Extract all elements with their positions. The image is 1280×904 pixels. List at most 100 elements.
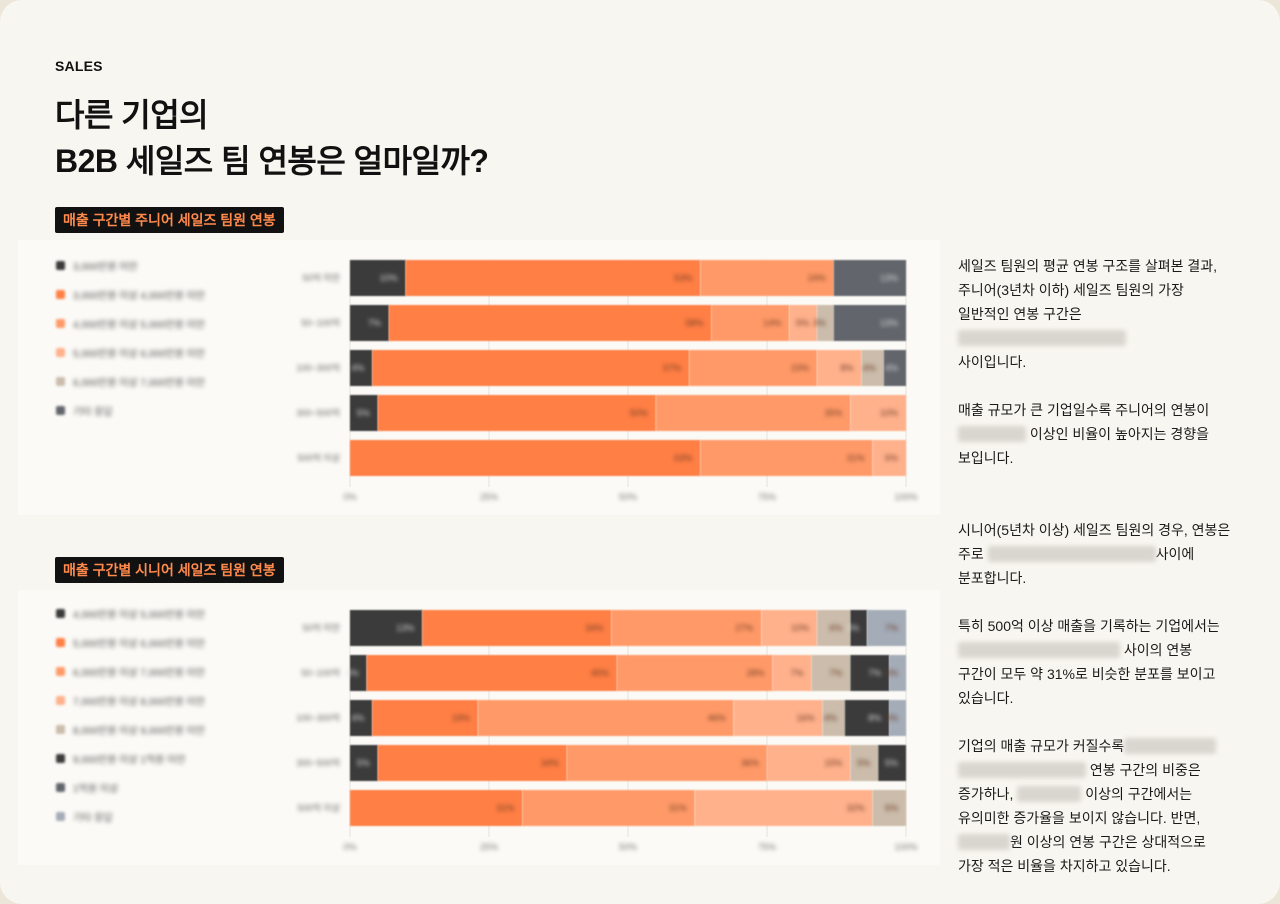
redacted-value xyxy=(987,546,1156,562)
legend-swatch xyxy=(56,261,65,270)
legend-label: 3,000만원 이상 4,000만원 미만 xyxy=(73,291,205,302)
data-label: 5% xyxy=(885,758,898,768)
senior-salary-chart: 0% 25% 50% 75% 100% 50억 미만 13% 34% 27% 10% 6% 3% 7% 5… xyxy=(296,610,918,852)
bar-segment xyxy=(772,655,812,691)
bar-segment xyxy=(689,350,818,386)
data-label: 34% xyxy=(541,758,559,768)
data-label: 53% xyxy=(674,273,692,283)
bar-segment xyxy=(878,745,906,781)
data-label: 6% xyxy=(885,803,898,813)
data-label: 8% xyxy=(841,363,854,373)
redacted-value xyxy=(1017,786,1082,802)
category-label: 100~300억 xyxy=(296,362,340,373)
data-label: 5% xyxy=(357,408,370,418)
x-tick-label: 75% xyxy=(758,492,776,502)
bar-segment xyxy=(889,655,906,691)
senior-chart-title: 매출 구간별 시니어 세일즈 팀원 연봉 xyxy=(55,557,284,583)
x-tick-label: 75% xyxy=(758,842,776,852)
bar-segment xyxy=(700,260,834,296)
bar-segment xyxy=(872,440,906,476)
data-label: 16% xyxy=(797,713,815,723)
bar-segment xyxy=(377,745,567,781)
legend-label: 4,000만원 이상 5,000만원 미만 xyxy=(73,610,205,621)
bar-segment xyxy=(655,395,851,431)
data-label: 28% xyxy=(747,668,765,678)
text-fragment: 연봉 구간의 비중은 증가하나, xyxy=(958,762,1201,802)
junior-salary-chart: 0% 25% 50% 75% 100% 50억 미만 10% 53% 24% 13% 50~100억… xyxy=(296,260,918,502)
legend-swatch xyxy=(56,406,65,415)
legend-label: 8,000만원 이상 9,000만원 미만 xyxy=(73,726,205,737)
bar-segment xyxy=(616,655,773,691)
data-label: 24% xyxy=(808,273,826,283)
redacted-value xyxy=(958,834,1010,850)
bar-segment xyxy=(711,305,790,341)
junior-legend: 3,000만원 미만 3,000만원 이상 4,000만원 미만 4,000만원 이… xyxy=(56,251,205,425)
legend-label: 3,000만원 미만 xyxy=(73,262,138,273)
legend-swatch xyxy=(56,783,65,792)
data-label: 10% xyxy=(791,623,809,633)
page-title: 다른 기업의 B2B 세일즈 팀 연봉은 얼마일까? xyxy=(55,92,489,184)
bar-segment xyxy=(833,305,906,341)
redacted-value xyxy=(1124,738,1217,754)
text-fragment: 시니어(5년차 이상) 세일즈 팀원의 경우, 연봉은 주로 xyxy=(958,522,1231,562)
category-label: 500억 이상 xyxy=(298,452,340,463)
data-label: 4% xyxy=(351,363,364,373)
legend-label: 6,000만원 이상 7,000만원 미만 xyxy=(73,668,205,679)
legend-swatch xyxy=(56,609,65,618)
text-fragment: 원 이상의 연봉 구간은 상대적으로 가장 적은 비율을 차지하고 있습니다. xyxy=(958,834,1206,874)
bar-segment xyxy=(350,260,406,296)
text-fragment: 세일즈 팀원의 평균 연봉 구조를 살펴본 결과, 주니어(3년차 이하) 세일… xyxy=(958,258,1218,322)
data-label: 31% xyxy=(496,803,514,813)
legend-item: 8,000만원 이상 9,000만원 미만 xyxy=(56,715,205,744)
bar-segment xyxy=(611,610,762,646)
text-fragment: 사이의 연봉 구간이 모두 약 31%로 비슷한 분포를 보이고 있습니다. xyxy=(958,642,1216,706)
bar-segment xyxy=(372,350,690,386)
data-label: 4% xyxy=(824,713,837,723)
text-fragment: 사이입니다. xyxy=(958,354,1027,370)
data-label: 7% xyxy=(790,668,803,678)
data-label: 50% xyxy=(630,408,648,418)
data-label: 7% xyxy=(368,318,381,328)
junior-chart-title: 매출 구간별 주니어 세일즈 팀원 연봉 xyxy=(55,207,284,233)
legend-swatch xyxy=(56,725,65,734)
bar-segment xyxy=(850,610,868,646)
legend-item: 3,000만원 이상 4,000만원 미만 xyxy=(56,280,205,309)
bar-segment xyxy=(350,395,378,431)
data-label: 7% xyxy=(829,668,842,678)
data-label: 10% xyxy=(880,408,898,418)
bar-segment xyxy=(733,700,823,736)
data-label: 5% xyxy=(357,758,370,768)
redacted-value xyxy=(958,330,1126,346)
data-label: 63% xyxy=(674,453,692,463)
legend-item: 3,000만원 미만 xyxy=(56,251,205,280)
legend-item: 1억원 이상 xyxy=(56,773,205,802)
x-tick-label: 100% xyxy=(894,492,917,502)
bar-segment xyxy=(350,305,389,341)
text-fragment: 이상인 비율이 높아지는 경향을 보입니다. xyxy=(958,426,1209,466)
bar-segment xyxy=(850,745,879,781)
legend-item: 기타 응답 xyxy=(56,802,205,831)
data-label: 3% xyxy=(346,668,359,678)
data-label: 5% xyxy=(857,758,870,768)
redacted-value xyxy=(958,642,1120,658)
paragraph-senior-range: 시니어(5년차 이상) 세일즈 팀원의 경우, 연봉은 주로 사이에 분포합니다… xyxy=(958,518,1233,590)
text-fragment: 매출 규모가 큰 기업일수록 주니어의 연봉이 xyxy=(958,402,1210,418)
data-label: 27% xyxy=(735,623,753,633)
legend-swatch xyxy=(56,290,65,299)
data-label: 36% xyxy=(741,758,759,768)
bar-segment xyxy=(477,700,734,736)
x-tick-label: 0% xyxy=(343,842,356,852)
data-label: 5% xyxy=(796,318,809,328)
bar-segment xyxy=(867,610,906,646)
bar-segment xyxy=(422,610,612,646)
bar-segment xyxy=(761,610,818,646)
data-label: 31% xyxy=(669,803,687,813)
legend-swatch xyxy=(56,638,65,647)
legend-swatch xyxy=(56,667,65,676)
legend-label: 5,000만원 이상 6,000만원 미만 xyxy=(73,349,205,360)
paragraph-junior-range: 세일즈 팀원의 평균 연봉 구조를 살펴본 결과, 주니어(3년차 이하) 세일… xyxy=(958,254,1233,374)
bar-segment xyxy=(700,440,873,476)
x-tick-label: 100% xyxy=(894,842,917,852)
legend-label: 6,000만원 이상 7,000만원 미만 xyxy=(73,378,205,389)
text-fragment: 특히 500억 이상 매출을 기록하는 기업에서는 xyxy=(958,618,1220,634)
